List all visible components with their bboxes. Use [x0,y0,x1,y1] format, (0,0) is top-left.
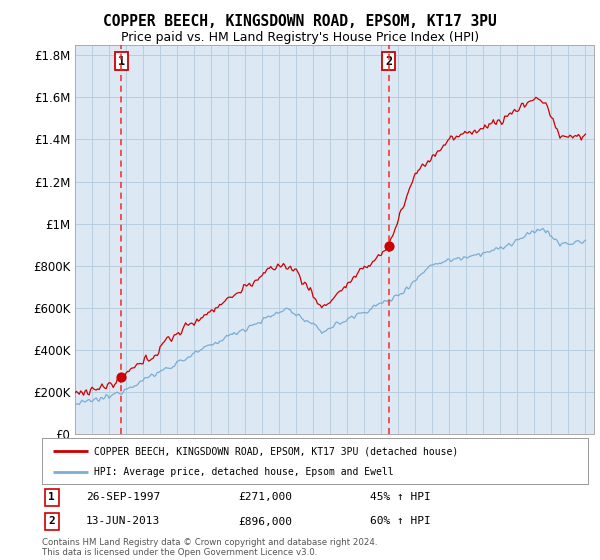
Text: COPPER BEECH, KINGSDOWN ROAD, EPSOM, KT17 3PU: COPPER BEECH, KINGSDOWN ROAD, EPSOM, KT1… [103,14,497,29]
Text: 1: 1 [118,54,125,68]
Text: 1: 1 [49,492,55,502]
Point [116,372,126,381]
Text: £271,000: £271,000 [239,492,293,502]
Text: £896,000: £896,000 [239,516,293,526]
Text: 2: 2 [49,516,55,526]
Text: HPI: Average price, detached house, Epsom and Ewell: HPI: Average price, detached house, Epso… [94,468,394,478]
Text: Contains HM Land Registry data © Crown copyright and database right 2024.
This d: Contains HM Land Registry data © Crown c… [42,538,377,557]
Text: 13-JUN-2013: 13-JUN-2013 [86,516,160,526]
Text: Price paid vs. HM Land Registry's House Price Index (HPI): Price paid vs. HM Land Registry's House … [121,31,479,44]
Text: COPPER BEECH, KINGSDOWN ROAD, EPSOM, KT17 3PU (detached house): COPPER BEECH, KINGSDOWN ROAD, EPSOM, KT1… [94,446,458,456]
Text: 26-SEP-1997: 26-SEP-1997 [86,492,160,502]
Text: 60% ↑ HPI: 60% ↑ HPI [370,516,430,526]
Text: 2: 2 [385,54,392,68]
Text: 45% ↑ HPI: 45% ↑ HPI [370,492,430,502]
Point [384,241,394,250]
